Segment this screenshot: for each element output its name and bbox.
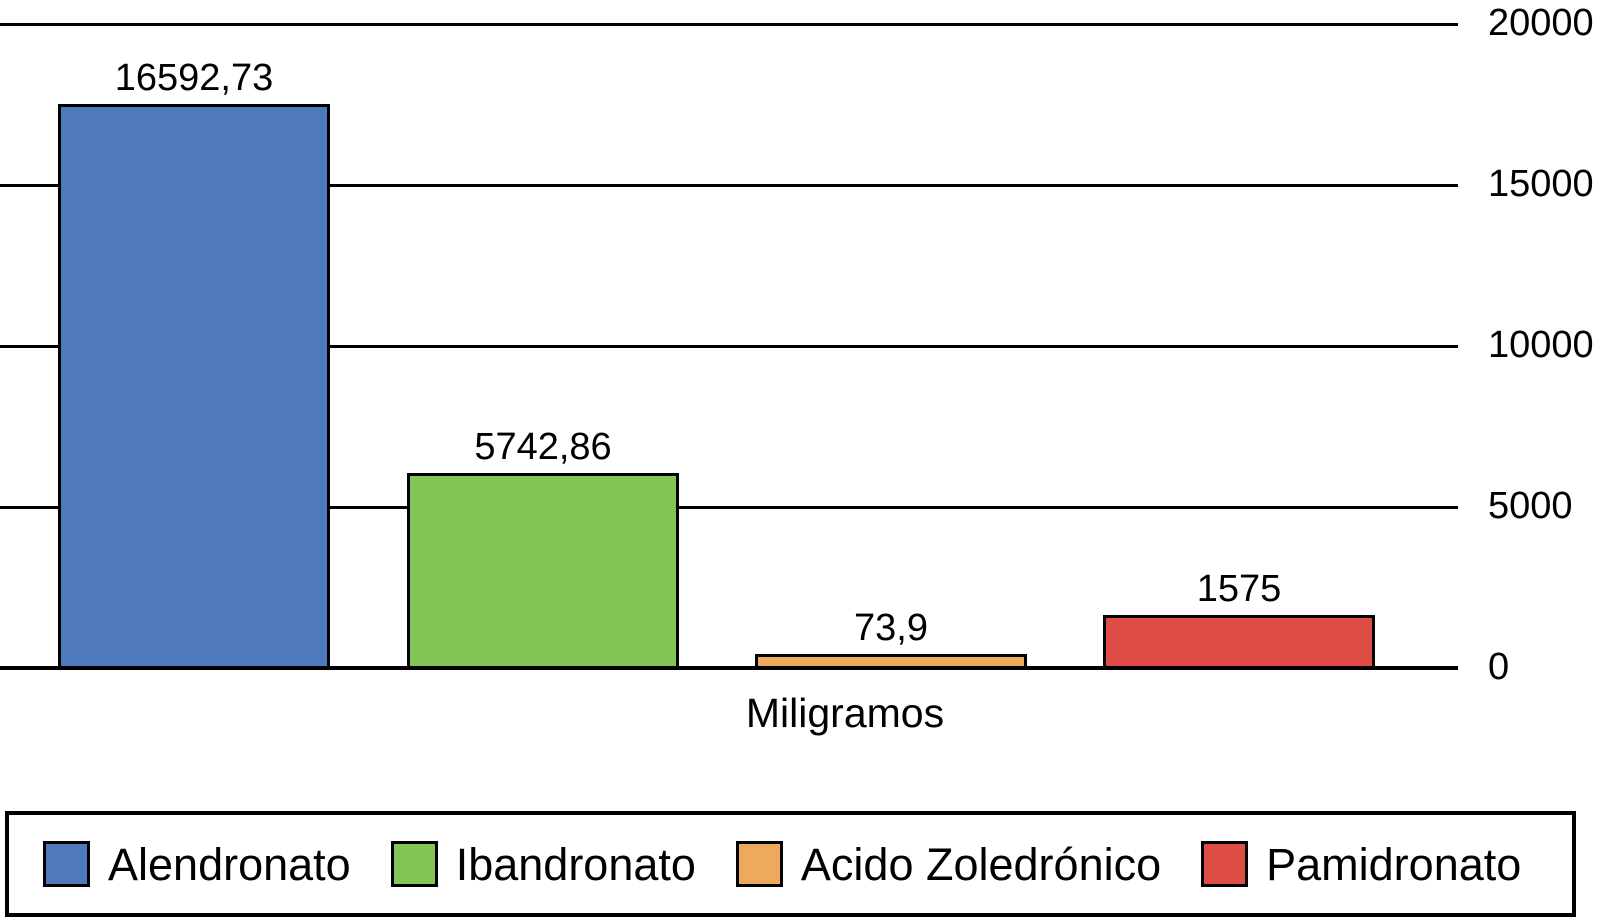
legend-item-ibandronato: Ibandronato	[390, 838, 696, 890]
bar-value-label: 16592,73	[114, 57, 274, 100]
y-tick-label: 15000	[1488, 163, 1594, 206]
legend-swatch-alendronato	[43, 841, 90, 887]
legend: Alendronato Ibandronato Acido Zoledrónico P…	[5, 811, 1576, 917]
y-tick-label: 10000	[1488, 324, 1594, 367]
legend-item-alendronato: Alendronato	[43, 841, 351, 887]
bar-pamidronato: 1575	[1103, 570, 1375, 669]
gridline	[0, 505, 1458, 509]
x-axis-line	[0, 666, 1458, 670]
gridline	[0, 344, 1458, 348]
bar-value-label: 5742,86	[474, 426, 612, 469]
x-axis-label: Miligramos	[745, 690, 945, 736]
legend-swatch-pamidronato	[1201, 841, 1249, 887]
gridline	[0, 183, 1458, 187]
legend-item-pamidronato: Pamidronato	[1201, 841, 1521, 887]
legend-label: Ibandronato	[455, 838, 696, 890]
legend-label: Pamidronato	[1266, 838, 1522, 890]
bar-acido-zoledronico: 73,9	[755, 609, 1027, 669]
legend-item-acido-zoledronico: Acido Zoledrónico	[735, 838, 1162, 890]
gridline	[0, 22, 1458, 26]
y-tick-label: 20000	[1488, 2, 1594, 45]
legend-swatch-ibandronato	[390, 841, 438, 887]
legend-label: Acido Zoledrónico	[800, 838, 1162, 890]
bar-value-label: 1575	[1196, 568, 1282, 611]
legend-label: Alendronato	[108, 838, 351, 890]
y-tick-label: 0	[1488, 646, 1510, 689]
legend-swatch-acido-zoledronico	[735, 841, 783, 887]
y-tick-label: 5000	[1488, 485, 1573, 528]
bar-ibandronato: 5742,86	[407, 428, 679, 669]
bar-alendronato: 16592,73	[58, 59, 330, 669]
bar-value-label: 73,9	[854, 607, 928, 649]
